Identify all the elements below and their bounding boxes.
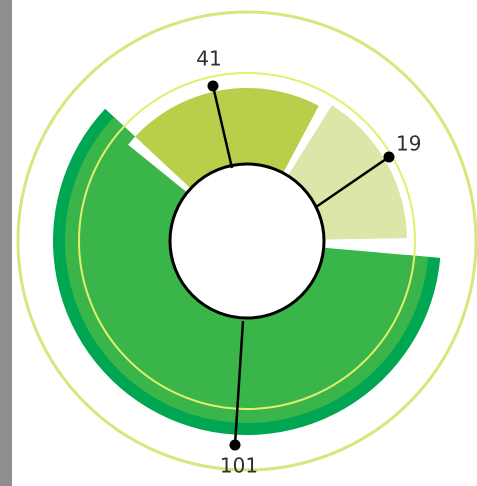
value-labels: 41 19 101 bbox=[196, 47, 421, 478]
center-hole bbox=[168, 162, 326, 320]
segment-41 bbox=[135, 87, 319, 241]
value-label-19: 19 bbox=[396, 132, 421, 156]
value-label-101: 101 bbox=[220, 454, 258, 478]
leader-dot-19 bbox=[383, 151, 395, 163]
inner-ring bbox=[78, 72, 416, 410]
value-label-41: 41 bbox=[196, 47, 221, 71]
leader-line-41 bbox=[211, 85, 234, 169]
leader-line-19 bbox=[315, 155, 390, 209]
leader-lines bbox=[207, 80, 395, 451]
outer-ring bbox=[16, 10, 477, 472]
leader-line-101 bbox=[233, 320, 245, 446]
left-border bbox=[0, 0, 12, 486]
leader-dot-41 bbox=[207, 80, 219, 92]
leader-dot-101 bbox=[229, 439, 241, 451]
